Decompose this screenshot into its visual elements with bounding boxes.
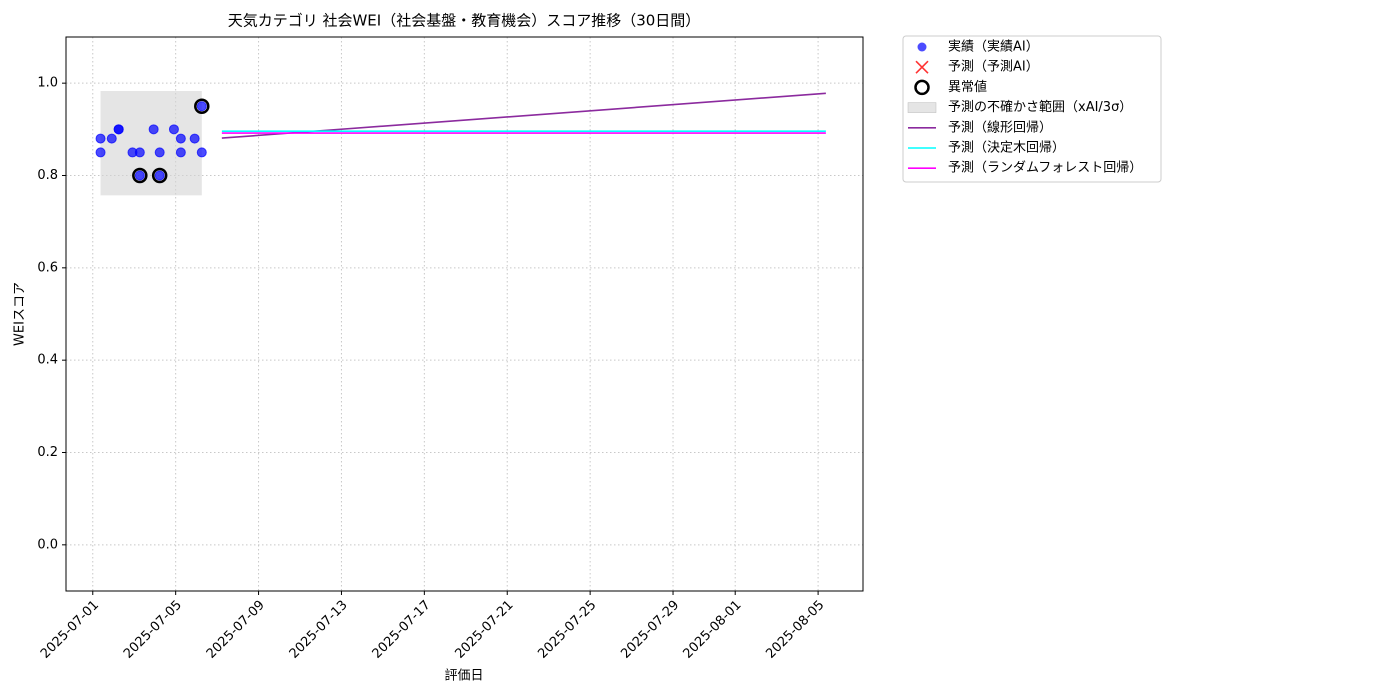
legend-label: 実績（実績AI） bbox=[948, 39, 1039, 55]
outlier-point bbox=[151, 167, 168, 184]
data-point bbox=[154, 170, 165, 181]
x-tick-label: 2025-07-21 bbox=[453, 598, 517, 662]
legend-marker bbox=[917, 42, 927, 52]
outlier-point bbox=[194, 98, 210, 114]
data-point bbox=[95, 147, 106, 158]
y-tick-label: 0.0 bbox=[37, 537, 58, 552]
x-tick-label: 2025-08-05 bbox=[763, 598, 827, 662]
x-tick-label: 2025-07-05 bbox=[121, 598, 185, 662]
y-axis-label: WEIスコア bbox=[13, 282, 28, 346]
uncertainty-band bbox=[100, 91, 202, 196]
x-tick-label: 2025-07-17 bbox=[370, 598, 434, 662]
x-tick-label: 2025-07-29 bbox=[618, 598, 682, 662]
plot-frame bbox=[65, 36, 864, 592]
legend-marker bbox=[915, 60, 929, 74]
chart-title: 天気カテゴリ 社会WEI（社会基盤・教育機会）スコア推移（30日間） bbox=[228, 12, 701, 30]
legend-label: 予測の不確かさ範囲（xAI/3σ） bbox=[948, 99, 1132, 115]
y-tick-label: 0.8 bbox=[37, 168, 58, 183]
data-point bbox=[175, 147, 186, 158]
y-tick-label: 1.0 bbox=[37, 76, 58, 91]
x-tick-label: 2025-07-25 bbox=[535, 598, 599, 662]
legend-label: 予測（決定木回帰） bbox=[948, 140, 1065, 156]
x-tick-label: 2025-07-13 bbox=[287, 598, 351, 662]
legend-box bbox=[902, 35, 1162, 183]
legend-marker bbox=[914, 79, 930, 96]
x-tick-label: 2025-08-01 bbox=[680, 598, 744, 662]
legend-label: 予測（線形回帰） bbox=[948, 119, 1052, 135]
legend-label: 予測（予測AI） bbox=[948, 60, 1039, 75]
data-point bbox=[168, 124, 179, 135]
data-point bbox=[154, 147, 165, 158]
data-point bbox=[95, 133, 106, 144]
data-point bbox=[189, 133, 200, 144]
data-point bbox=[134, 170, 145, 181]
data-point bbox=[113, 124, 124, 135]
data-point bbox=[106, 133, 117, 144]
data-point bbox=[175, 133, 186, 144]
data-point bbox=[196, 147, 207, 158]
x-axis-label: 評価日 bbox=[444, 669, 483, 684]
y-tick-label: 0.4 bbox=[37, 353, 58, 368]
outlier-point bbox=[132, 167, 148, 184]
x-tick-label: 2025-07-09 bbox=[204, 598, 268, 662]
data-point bbox=[134, 147, 145, 158]
legend-label: 予測（ランダムフォレスト回帰） bbox=[948, 160, 1142, 176]
data-point bbox=[148, 124, 159, 135]
legend-marker bbox=[907, 102, 937, 113]
grid bbox=[66, 37, 863, 591]
y-tick-label: 0.2 bbox=[37, 445, 58, 460]
x-tick-label: 2025-07-01 bbox=[38, 598, 102, 662]
y-tick-label: 0.6 bbox=[37, 260, 58, 275]
plot-data bbox=[95, 91, 826, 196]
data-point bbox=[196, 101, 207, 112]
legend-label: 異常値 bbox=[948, 79, 987, 95]
